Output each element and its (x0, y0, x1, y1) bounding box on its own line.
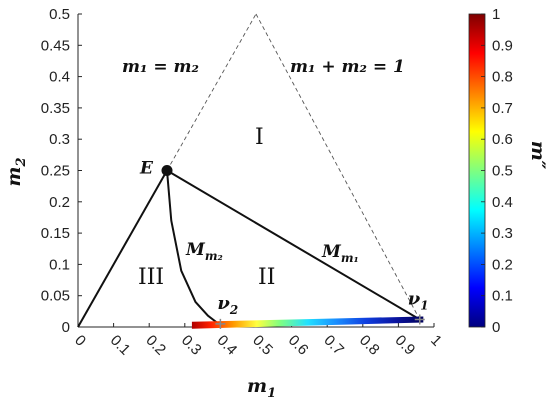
line-e-origin (77, 170, 168, 328)
y-tick-label: 0 (62, 319, 70, 336)
colorbar-tick-label: 0.7 (492, 100, 513, 117)
curve-m-m1 (166, 169, 421, 321)
curve-m-m2 (166, 170, 220, 325)
label-curve-m-m2: Mm₂ (185, 240, 223, 263)
point-nu2-label: ν2 (217, 293, 238, 317)
y-tick-label: 0.2 (49, 194, 70, 211)
dashed-line-m1-plus-m2 (255, 13, 421, 320)
label-curve-m-m1: Mm₁ (321, 242, 359, 265)
region-iii-label: III (138, 265, 164, 290)
point-e (161, 165, 173, 176)
colorbar-tick-label: 0 (492, 319, 500, 336)
y-tick-label: 0.45 (41, 37, 70, 54)
annotation-m1-plus-m2: m₁ + m₂ = 1 (290, 57, 405, 77)
annotation-m1-eq-m2: m₁ = m₂ (122, 57, 199, 77)
colorbar-ticks: 0 0.1 0.2 0.3 0.4 0.5 0.6 0.7 0.8 0.9 1 (481, 6, 513, 336)
x-tick-label: 0.7 (320, 332, 347, 359)
x-tick-label: 0.2 (142, 332, 169, 359)
y-axis-label: m2 (3, 157, 29, 186)
x-tick-label: 0.3 (178, 332, 205, 359)
x-tick-label: 0.4 (214, 332, 241, 359)
colorbar-tick-label: 0.3 (492, 225, 513, 242)
y-ticks: 0 0.05 0.1 0.15 0.2 0.25 0.3 0.35 0.4 0.45 0.5 (41, 6, 82, 336)
point-e-label: E (139, 159, 154, 179)
x-tick-label: 0.8 (356, 332, 383, 359)
x-tick-label: 0.6 (285, 332, 312, 359)
colorbar-label: m″ (527, 141, 549, 170)
y-tick-label: 0.05 (41, 288, 70, 305)
x-tick-label: 0.1 (107, 332, 134, 359)
x-tick-label: 1 (427, 332, 445, 350)
colorbar-tick-label: 0.6 (492, 131, 513, 148)
y-tick-label: 0.1 (49, 256, 70, 273)
y-tick-label: 0.25 (41, 163, 70, 180)
region-i-label: I (255, 125, 264, 150)
color-band-strip (191, 316, 424, 329)
colorbar-tick-label: 0.9 (492, 37, 513, 54)
y-tick-label: 0.35 (41, 100, 70, 117)
region-ii-label: II (258, 265, 275, 290)
boundary-dashed (166, 13, 421, 320)
curves (77, 169, 421, 328)
x-tick-label: 0.9 (392, 332, 419, 359)
x-tick-label: 0.5 (249, 332, 276, 359)
point-nu1 (414, 314, 425, 325)
dashed-line-m1-eq-m2 (166, 13, 257, 171)
y-tick-label: 0.15 (41, 225, 70, 242)
colorbar-tick-label: 0.5 (492, 163, 513, 180)
y-tick-label: 0.5 (49, 6, 70, 23)
colorbar-tick-label: 0.2 (492, 256, 513, 273)
colorbar-tick-label: 0.1 (492, 288, 513, 305)
y-tick-label: 0.3 (49, 131, 70, 148)
point-nu1-label: ν1 (408, 288, 429, 312)
colorbar-tick-label: 0.8 (492, 69, 513, 86)
x-axis-label: m1 (247, 375, 276, 401)
x-tick-label: 0 (71, 332, 89, 350)
colorbar-tick-label: 1 (492, 6, 500, 23)
point-nu2 (215, 318, 226, 329)
colorbar-tick-label: 0.4 (492, 194, 513, 211)
color-band (191, 316, 424, 329)
x-ticks: 0 0.1 0.2 0.3 0.4 0.5 0.6 0.7 0.8 0.9 1 (71, 323, 445, 359)
y-tick-label: 0.4 (49, 69, 70, 86)
